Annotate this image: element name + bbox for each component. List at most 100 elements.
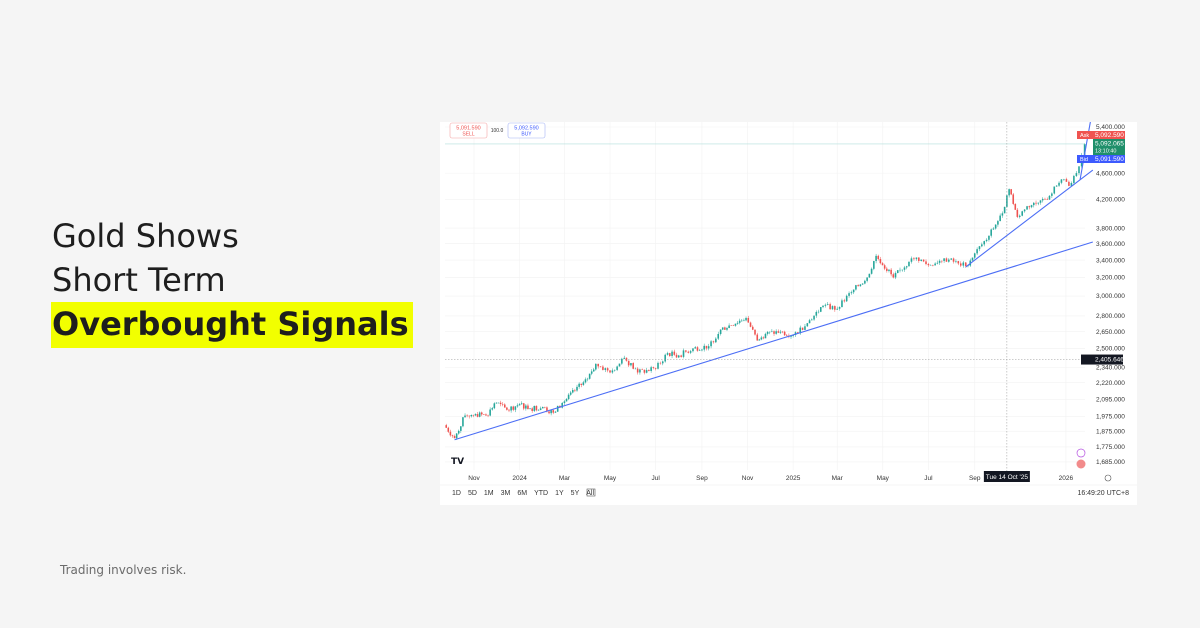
- candle-body: [1044, 198, 1046, 200]
- y-tick-label: 2,220.000: [1096, 380, 1125, 387]
- candle-body: [724, 327, 726, 330]
- candle-body: [981, 244, 983, 247]
- candle-body: [503, 404, 506, 408]
- candle-body: [685, 350, 687, 352]
- candle-body: [552, 410, 555, 413]
- candle-body: [801, 327, 804, 330]
- sell-price: 5,091.590: [456, 126, 480, 132]
- candle-body: [836, 308, 839, 310]
- bid-tag-label: Bid: [1080, 157, 1088, 163]
- candle-body: [959, 263, 962, 266]
- price-chart[interactable]: 5,400.000 4,600.000 4,200.000 3,800.000 3,60…: [440, 122, 1137, 505]
- candle-body: [920, 259, 923, 261]
- candle-body: [964, 262, 967, 267]
- candle-body: [1073, 175, 1075, 183]
- candle-body: [563, 401, 566, 404]
- candle-body: [736, 322, 739, 324]
- candle-body: [749, 322, 752, 327]
- us-flag-icon: [1076, 459, 1086, 469]
- candle-body: [518, 404, 521, 406]
- candle-body: [1060, 179, 1063, 183]
- candle-body: [726, 328, 728, 330]
- last-price-tag: [1093, 139, 1125, 155]
- candle-body: [861, 283, 864, 285]
- candle-body: [671, 351, 673, 356]
- candle-body: [852, 289, 855, 293]
- candle-body: [781, 331, 784, 333]
- candle-body: [848, 293, 850, 296]
- candle-body: [859, 284, 862, 287]
- candle-body: [955, 261, 957, 262]
- candle-body: [539, 408, 542, 410]
- candle-body: [501, 404, 504, 405]
- candle-body: [462, 417, 464, 427]
- candle-body: [493, 403, 496, 409]
- candle-body: [990, 229, 992, 236]
- range-button-1d[interactable]: 1D: [452, 490, 461, 497]
- y-tick-label: 2,800.000: [1096, 313, 1125, 320]
- candle-body: [514, 406, 517, 410]
- candle-body: [999, 215, 1001, 222]
- candle-body: [506, 407, 508, 410]
- candle-body: [712, 341, 715, 343]
- range-button-1m[interactable]: 1M: [483, 490, 494, 497]
- range-button-1y[interactable]: 1Y: [555, 490, 564, 497]
- ask-price: 5,092.590: [1095, 132, 1124, 139]
- candle-body: [797, 332, 799, 334]
- clock: 16:49:20 UTC+8: [1077, 490, 1129, 497]
- candle-body: [480, 412, 483, 415]
- candle-body: [719, 329, 722, 334]
- candle-body: [677, 355, 680, 358]
- y-tick-label: 2,340.000: [1096, 365, 1125, 372]
- candle-body: [988, 235, 990, 240]
- candle-body: [936, 262, 939, 264]
- candle-body: [925, 261, 927, 265]
- buy-button[interactable]: [507, 122, 546, 139]
- candle-body: [1032, 202, 1035, 206]
- x-tick-label: Sep: [696, 475, 708, 482]
- candle-body: [747, 317, 750, 323]
- x-tick-label: Mar: [832, 475, 844, 482]
- candle-body: [630, 363, 632, 366]
- bid-tag: [1077, 155, 1093, 163]
- range-button-5d[interactable]: 5D: [467, 490, 477, 497]
- candle-body: [460, 426, 462, 431]
- candle-body: [680, 355, 682, 357]
- sell-button[interactable]: [449, 122, 488, 139]
- y-tick-label: 3,200.000: [1096, 275, 1125, 282]
- candle-body: [1065, 179, 1068, 182]
- candle-body: [1016, 209, 1019, 217]
- candle-body: [804, 326, 806, 330]
- candle-body: [687, 351, 690, 353]
- candle-body: [497, 402, 500, 404]
- range-button-3m[interactable]: 3M: [500, 490, 511, 497]
- y-tick-label: 4,200.000: [1096, 196, 1125, 203]
- range-button-ytd[interactable]: YTD: [534, 490, 549, 497]
- candle-body: [892, 274, 895, 278]
- crosshair-price-tag: [1081, 354, 1123, 365]
- candle-body: [888, 269, 890, 271]
- crosshair-date: Tue 14 Oct '25: [986, 474, 1029, 481]
- candle-body: [611, 370, 614, 373]
- chart-panel[interactable]: 5,400.000 4,600.000 4,200.000 3,800.000 3,60…: [440, 122, 1137, 505]
- candle-body: [592, 369, 595, 372]
- headline-line-1: Gold Shows: [52, 217, 239, 255]
- candle-body: [1026, 206, 1028, 210]
- candle-body: [1003, 206, 1006, 214]
- candle-body: [913, 258, 915, 260]
- range-button-5y[interactable]: 5Y: [570, 490, 580, 497]
- candle-body: [903, 267, 906, 270]
- candle-body: [1037, 202, 1040, 204]
- candle-body: [576, 386, 578, 391]
- candle-body: [666, 353, 669, 355]
- candle-body: [734, 323, 737, 326]
- range-button-6m[interactable]: 6M: [517, 490, 528, 497]
- range-button-all[interactable]: All: [586, 490, 595, 497]
- x-tick-label: Nov: [742, 475, 754, 482]
- candle-body: [703, 345, 705, 350]
- candle-body: [661, 361, 664, 364]
- candle-body: [535, 405, 538, 411]
- candle-body: [597, 363, 599, 367]
- candle-body: [447, 427, 450, 432]
- candle-body: [741, 320, 743, 322]
